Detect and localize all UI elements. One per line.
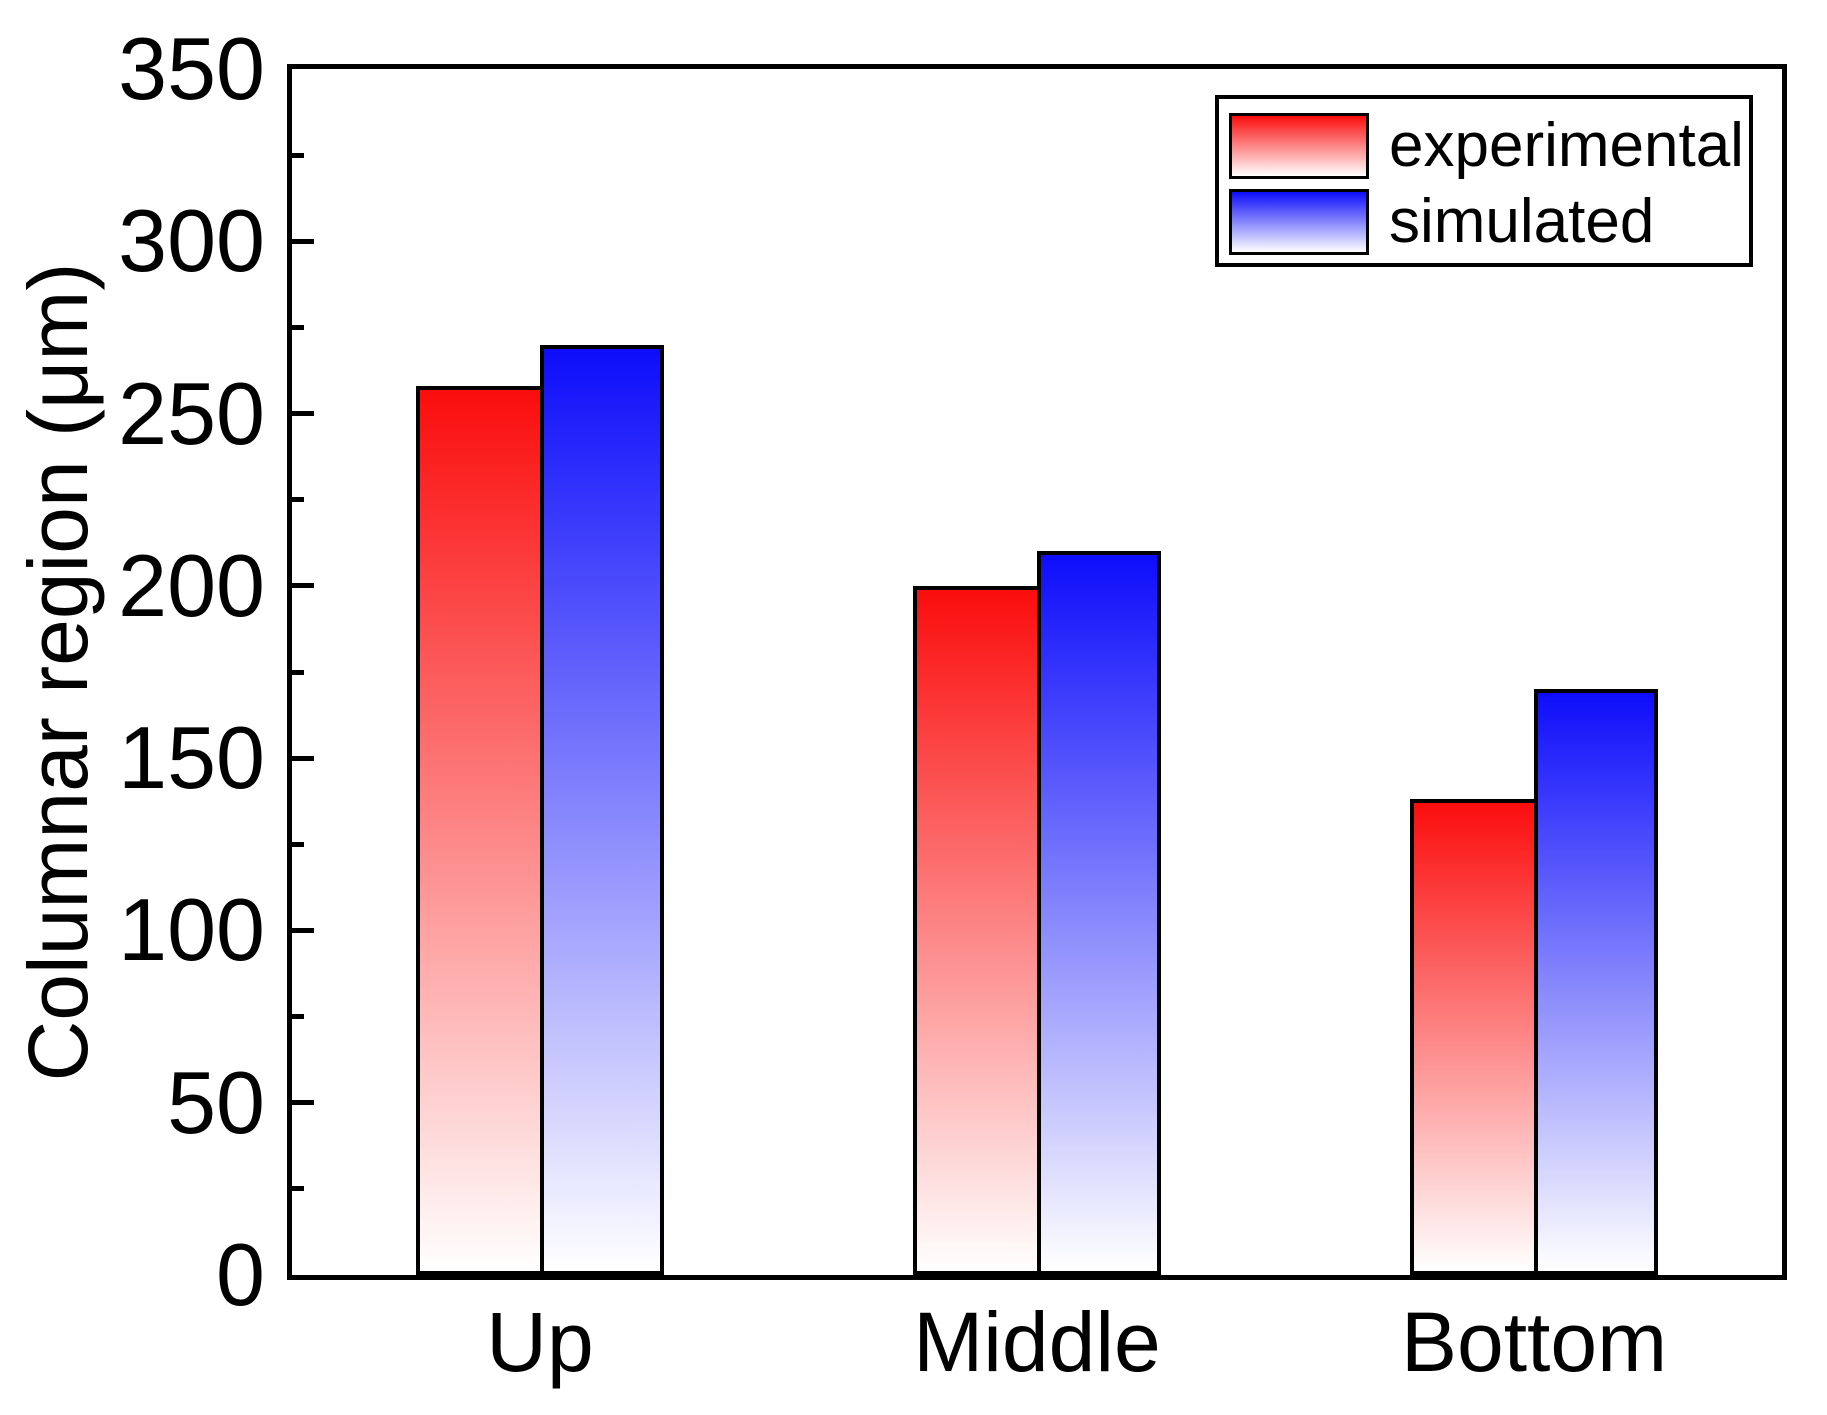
legend-swatch-simulated-icon (1229, 189, 1369, 255)
x-category-label-bottom: Bottom (1400, 1295, 1668, 1389)
y-major-tick-50 (292, 1100, 314, 1106)
bar-simulated-up (540, 345, 664, 1275)
y-minor-tick-25 (292, 1186, 304, 1192)
y-tick-label-50: 50 (167, 1052, 265, 1152)
y-minor-tick-225 (292, 497, 304, 503)
bar-experimental-up (416, 386, 544, 1275)
y-tick-label-300: 300 (118, 191, 265, 291)
y-major-tick-150 (292, 755, 314, 761)
legend-label-simulated: simulated (1389, 187, 1655, 256)
y-tick-label-100: 100 (118, 880, 265, 980)
bar-simulated-middle (1037, 551, 1161, 1275)
legend: experimental simulated (1215, 95, 1753, 267)
bar-experimental-bottom (1410, 799, 1538, 1275)
y-major-tick-250 (292, 411, 314, 417)
plot-inner (292, 69, 1782, 1275)
x-category-label-middle: Middle (913, 1295, 1161, 1389)
y-major-tick-300 (292, 238, 314, 244)
y-minor-tick-175 (292, 669, 304, 675)
y-minor-tick-75 (292, 1014, 304, 1020)
x-category-label-up: Up (486, 1295, 594, 1389)
y-tick-label-350: 350 (118, 19, 265, 118)
y-major-tick-100 (292, 927, 314, 933)
y-tick-label-0: 0 (216, 1225, 265, 1324)
bar-experimental-middle (913, 586, 1041, 1275)
y-major-tick-200 (292, 583, 314, 589)
legend-label-experimental: experimental (1389, 111, 1744, 180)
bar-simulated-bottom (1534, 689, 1658, 1275)
y-minor-tick-325 (292, 152, 304, 158)
legend-item-experimental: experimental (1229, 113, 1749, 179)
y-tick-label-150: 150 (118, 708, 265, 808)
y-minor-tick-275 (292, 324, 304, 330)
y-tick-label-200: 200 (118, 535, 265, 635)
y-axis-title: Columnar region (μm) (11, 262, 105, 1082)
y-tick-label-250: 250 (118, 363, 265, 463)
legend-swatch-experimental-icon (1229, 113, 1369, 179)
y-minor-tick-125 (292, 841, 304, 847)
legend-item-simulated: simulated (1229, 189, 1749, 255)
